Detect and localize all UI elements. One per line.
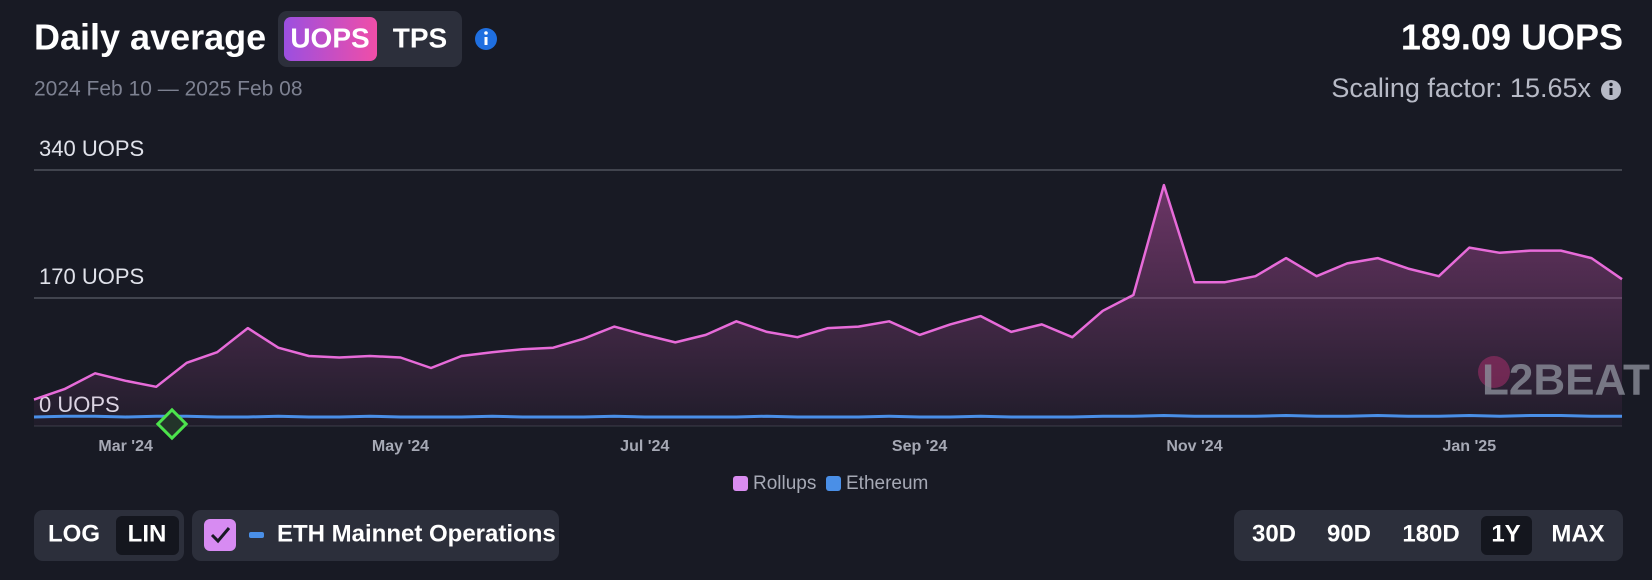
period-option[interactable]: MAX	[1551, 520, 1604, 547]
date-range: 2024 Feb 10 — 2025 Feb 08	[34, 78, 303, 101]
scaling-factor: Scaling factor: 15.65x	[1331, 73, 1591, 103]
watermark: L2BEAT	[1482, 356, 1650, 405]
x-tick-label: Sep '24	[892, 438, 947, 455]
period-option[interactable]: 1Y	[1491, 520, 1520, 547]
checkbox[interactable]	[204, 519, 236, 551]
legend-label: Rollups	[753, 473, 816, 494]
periods: 30D 90D 180D 1Y MAX	[1252, 520, 1605, 547]
title: Daily average	[34, 17, 266, 58]
period-option[interactable]: 30D	[1252, 520, 1296, 547]
legend-label: Ethereum	[846, 473, 928, 494]
x-tick-label: Jan '25	[1442, 438, 1496, 455]
x-tick-label: Nov '24	[1166, 438, 1222, 455]
toggle-active[interactable]	[116, 516, 179, 555]
toggle-active[interactable]	[284, 17, 377, 61]
info-glyph	[484, 37, 488, 45]
checkmark	[210, 527, 231, 544]
toggle-active[interactable]	[1481, 516, 1532, 555]
checkbox-group	[192, 510, 559, 561]
info-glyph	[1609, 88, 1613, 95]
info-glyph	[1609, 82, 1613, 87]
info-glyph	[484, 31, 488, 35]
current-value: 189.09 UOPS	[1401, 17, 1623, 58]
x-tick-label: May '24	[372, 438, 429, 455]
toggle-option[interactable]: TPS	[393, 22, 447, 53]
line	[33, 414, 1622, 419]
scale-option[interactable]: LIN	[128, 520, 167, 547]
period-option[interactable]: 180D	[1402, 520, 1459, 547]
toggle-option[interactable]: UOPS	[290, 22, 369, 53]
line	[33, 183, 1623, 401]
legend-swatch	[826, 476, 841, 491]
area	[34, 185, 1622, 426]
line-swatch	[249, 532, 264, 538]
checkbox-label[interactable]: ETH Mainnet Operations	[277, 520, 556, 547]
event-marker[interactable]	[155, 407, 189, 441]
scale-option[interactable]: LOG	[48, 520, 100, 547]
watermark-heart	[1478, 356, 1510, 388]
period-option[interactable]: 90D	[1327, 520, 1371, 547]
legend-swatch	[733, 476, 748, 491]
x-tick-label: Mar '24	[98, 438, 153, 455]
y-tick-label: 170 UOPS	[39, 264, 144, 289]
x-tick-label: Jul '24	[620, 438, 669, 455]
y-tick-label: 340 UOPS	[39, 136, 144, 161]
